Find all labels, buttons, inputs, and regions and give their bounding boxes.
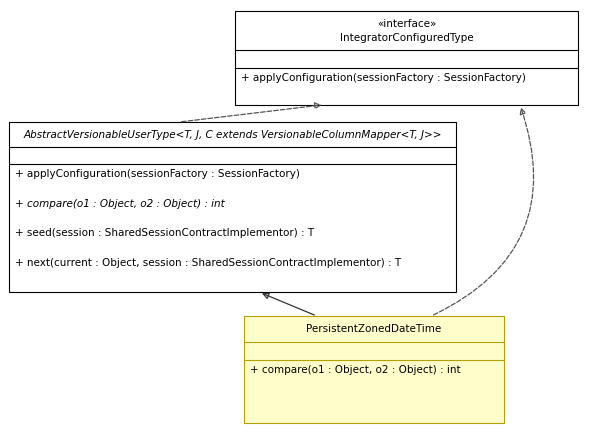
Text: + applyConfiguration(sessionFactory : SessionFactory): + applyConfiguration(sessionFactory : Se… (241, 73, 526, 83)
Text: AbstractVersionableUserType<T, J, C extends VersionableColumnMapper<T, J>>: AbstractVersionableUserType<T, J, C exte… (23, 130, 442, 140)
Bar (244, 316, 504, 423)
Text: + compare(o1 : Object, o2 : Object) : int: + compare(o1 : Object, o2 : Object) : in… (250, 365, 461, 375)
Text: + seed(session : SharedSessionContractImplementor) : T: + seed(session : SharedSessionContractIm… (15, 228, 314, 238)
Text: PersistentZonedDateTime: PersistentZonedDateTime (306, 324, 442, 334)
Text: + compare(o1 : Object, o2 : Object) : int: + compare(o1 : Object, o2 : Object) : in… (15, 199, 225, 209)
Text: + applyConfiguration(sessionFactory : SessionFactory): + applyConfiguration(sessionFactory : Se… (15, 169, 300, 179)
Bar (235, 11, 578, 105)
Text: IntegratorConfiguredType: IntegratorConfiguredType (340, 33, 474, 43)
Text: + next(current : Object, session : SharedSessionContractImplementor) : T: + next(current : Object, session : Share… (15, 258, 401, 268)
Text: «interface»: «interface» (377, 19, 436, 29)
Bar (9, 122, 456, 292)
